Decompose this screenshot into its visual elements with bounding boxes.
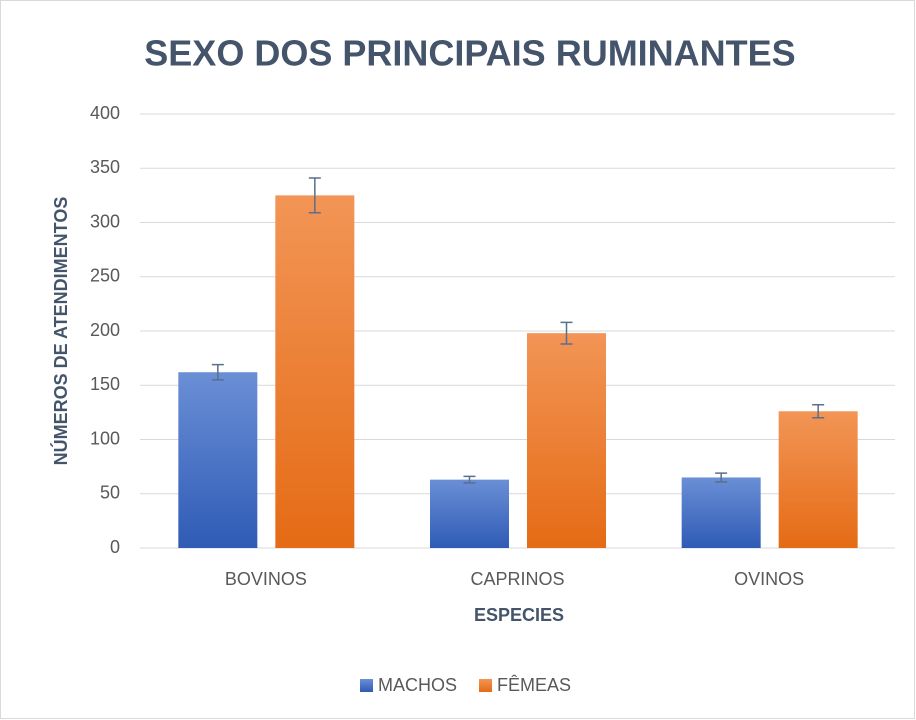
y-tick-label: 200 — [90, 320, 120, 340]
bar — [778, 411, 858, 548]
error-bar — [812, 404, 825, 419]
x-tick-label: CAPRINOS — [470, 569, 564, 589]
x-axis-title: ESPECIES — [474, 605, 564, 625]
y-tick-label: 100 — [90, 428, 120, 448]
y-tick-label: 300 — [90, 211, 120, 231]
bar — [681, 477, 761, 548]
legend-label: FÊMEAS — [497, 675, 571, 695]
chart-title: SEXO DOS PRINCIPAIS RUMINANTES — [144, 33, 795, 74]
x-tick-label: OVINOS — [734, 569, 804, 589]
bar — [527, 333, 606, 548]
y-tick-label: 50 — [100, 483, 120, 503]
y-tick-label: 250 — [90, 266, 120, 286]
y-tick-label: 350 — [90, 157, 120, 177]
x-tick-label: BOVINOS — [225, 569, 307, 589]
y-tick-label: 400 — [90, 103, 120, 123]
error-bar — [463, 475, 476, 484]
error-bar — [211, 363, 224, 381]
legend-swatch — [479, 679, 493, 692]
bar — [275, 195, 355, 548]
y-tick-label: 150 — [90, 374, 120, 394]
error-bar — [560, 321, 573, 345]
bar — [178, 372, 258, 548]
y-tick-label: 0 — [110, 537, 120, 557]
legend-swatch — [360, 679, 373, 692]
y-axis-title: NÚMEROS DE ATENDIMENTOS — [50, 197, 71, 466]
error-bar — [715, 472, 728, 483]
bar — [430, 479, 509, 548]
error-bar — [308, 177, 321, 214]
legend-label: MACHOS — [378, 675, 457, 695]
